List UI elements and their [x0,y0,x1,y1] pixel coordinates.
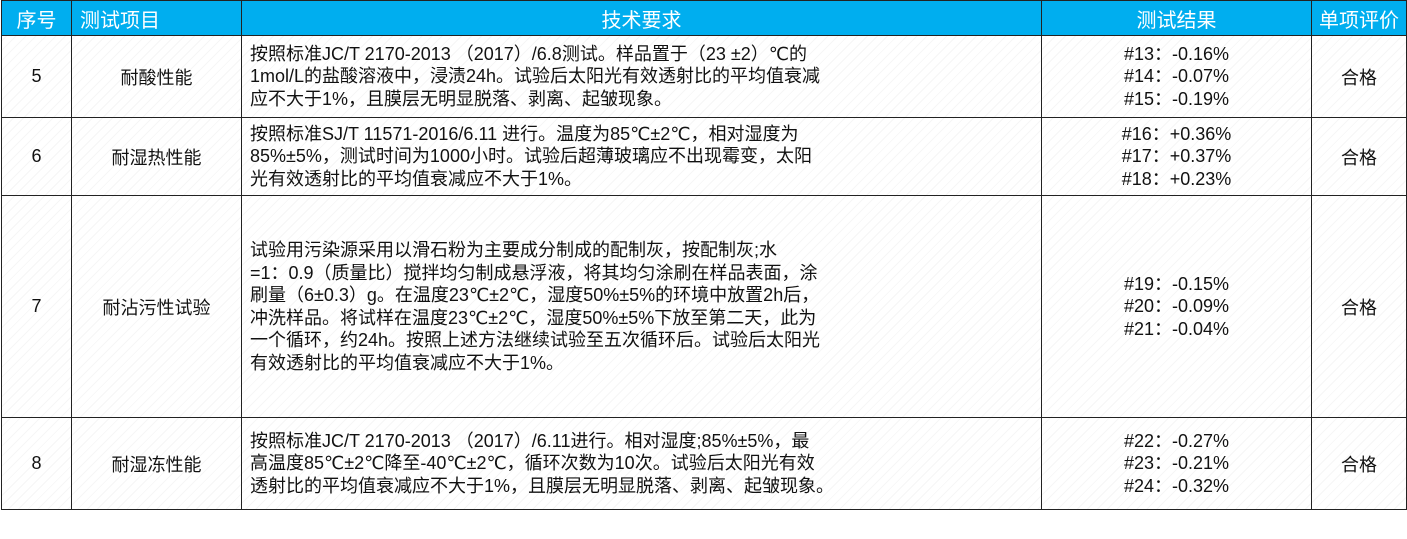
requirement-line: 85%±5%，测试时间为1000小时。试验后超薄玻璃应不出现霉变，太阳 [250,146,812,167]
header-verdict: 单项评价 [1311,0,1407,36]
test-item: 耐沾污性试验 [71,195,242,418]
requirement-line: 高温度85℃±2℃降至-40℃±2℃，循环次数为10次。试验后太阳光有效 [250,453,815,474]
requirement-line: 一个循环，约24h。按照上述方法继续试验至五次循环后。试验后太阳光 [250,330,821,350]
verdict: 合格 [1311,35,1407,118]
header-no: 序号 [1,0,72,36]
requirement-line: 按照标准SJ/T 11571-2016/6.11 进行。温度为85℃±2℃，相对… [250,123,799,144]
header-requirement: 技术要求 [241,0,1042,36]
test-result: #19：-0.15% #20：-0.09% #21：-0.04% [1041,195,1312,418]
header-item: 测试项目 [71,0,242,36]
test-result: #13：-0.16% #14：-0.07% #15：-0.19% [1041,35,1312,118]
result-line: #14：-0.07% [1123,66,1230,87]
requirement-line: 有效透射比的平均值衰减应不大于1%。 [250,352,565,373]
requirement-line: 按照标准JC/T 2170-2013 （2017）/6.8测试。样品置于（23 … [250,43,807,64]
result-line: #13：-0.16% [1123,43,1230,64]
table-row: 7 耐沾污性试验 试验用污染源采用以滑石粉为主要成分制成的配制灰，按配制灰;水 =1：… [1,195,1407,418]
verdict: 合格 [1311,417,1407,510]
requirement-line: 透射比的平均值衰减应不大于1%，且膜层无明显脱落、剥离、起皱现象。 [250,475,835,496]
result-line: #23：-0.21% [1123,453,1230,474]
result-line: #17：+0.37% [1121,146,1232,167]
requirement-line: 应不大于1%，且膜层无明显脱落、剥离、起皱现象。 [250,88,673,109]
table-row: 5 耐酸性能 按照标准JC/T 2170-2013 （2017）/6.8测试。样品置… [1,35,1407,118]
technical-requirement: 按照标准JC/T 2170-2013 （2017）/6.11进行。相对湿度;85… [241,417,1042,510]
requirement-line: 1mol/L的盐酸溶液中，浸渍24h。试验后太阳光有效透射比的平均值衰减 [250,66,821,87]
row-number: 7 [1,195,72,418]
requirement-line: 试验用污染源采用以滑石粉为主要成分制成的配制灰，按配制灰;水 [250,240,777,260]
test-item: 耐湿冻性能 [71,417,242,510]
test-item: 耐酸性能 [71,35,242,118]
result-line: #18：+0.23% [1121,168,1232,189]
test-result: #16：+0.36% #17：+0.37% #18：+0.23% [1041,117,1312,196]
technical-requirement: 按照标准SJ/T 11571-2016/6.11 进行。温度为85℃±2℃，相对… [241,117,1042,196]
result-line: #24：-0.32% [1123,475,1230,496]
technical-requirement: 试验用污染源采用以滑石粉为主要成分制成的配制灰，按配制灰;水 =1：0.9（质量比… [241,195,1042,418]
header-result: 测试结果 [1041,0,1312,36]
table-row: 6 耐湿热性能 按照标准SJ/T 11571-2016/6.11 进行。温度为85℃… [1,117,1407,196]
result-line: #16：+0.36% [1121,123,1232,144]
technical-requirement: 按照标准JC/T 2170-2013 （2017）/6.8测试。样品置于（23 … [241,35,1042,118]
result-line: #21：-0.04% [1123,318,1230,339]
result-line: #19：-0.15% [1123,273,1230,294]
test-results-table: 序号 测试项目 技术要求 测试结果 单项评价 5 耐酸性能 按照标准JC/T 217… [1,0,1407,510]
table-header-row: 序号 测试项目 技术要求 测试结果 单项评价 [1,0,1407,36]
verdict: 合格 [1311,117,1407,196]
requirement-line: 按照标准JC/T 2170-2013 （2017）/6.11进行。相对湿度;85… [250,430,810,451]
result-line: #22：-0.27% [1123,430,1230,451]
requirement-line: =1：0.9（质量比）搅拌均匀制成悬浮液，将其均匀涂刷在样品表面，涂 [250,262,818,283]
requirement-line: 光有效透射比的平均值衰减应不大于1%。 [250,168,583,189]
result-line: #20：-0.09% [1123,296,1230,317]
verdict: 合格 [1311,195,1407,418]
row-number: 5 [1,35,72,118]
row-number: 8 [1,417,72,510]
row-number: 6 [1,117,72,196]
result-line: #15：-0.19% [1123,88,1230,109]
table-row: 8 耐湿冻性能 按照标准JC/T 2170-2013 （2017）/6.11进行。相… [1,417,1407,510]
test-result: #22：-0.27% #23：-0.21% #24：-0.32% [1041,417,1312,510]
requirement-line: 冲洗样品。将试样在温度23℃±2℃，湿度50%±5%下放至第二天，此为 [250,307,817,328]
test-item: 耐湿热性能 [71,117,242,196]
requirement-line: 刷量（6±0.3）g。在温度23℃±2℃，湿度50%±5%的环境中放置2h后， [250,285,820,305]
